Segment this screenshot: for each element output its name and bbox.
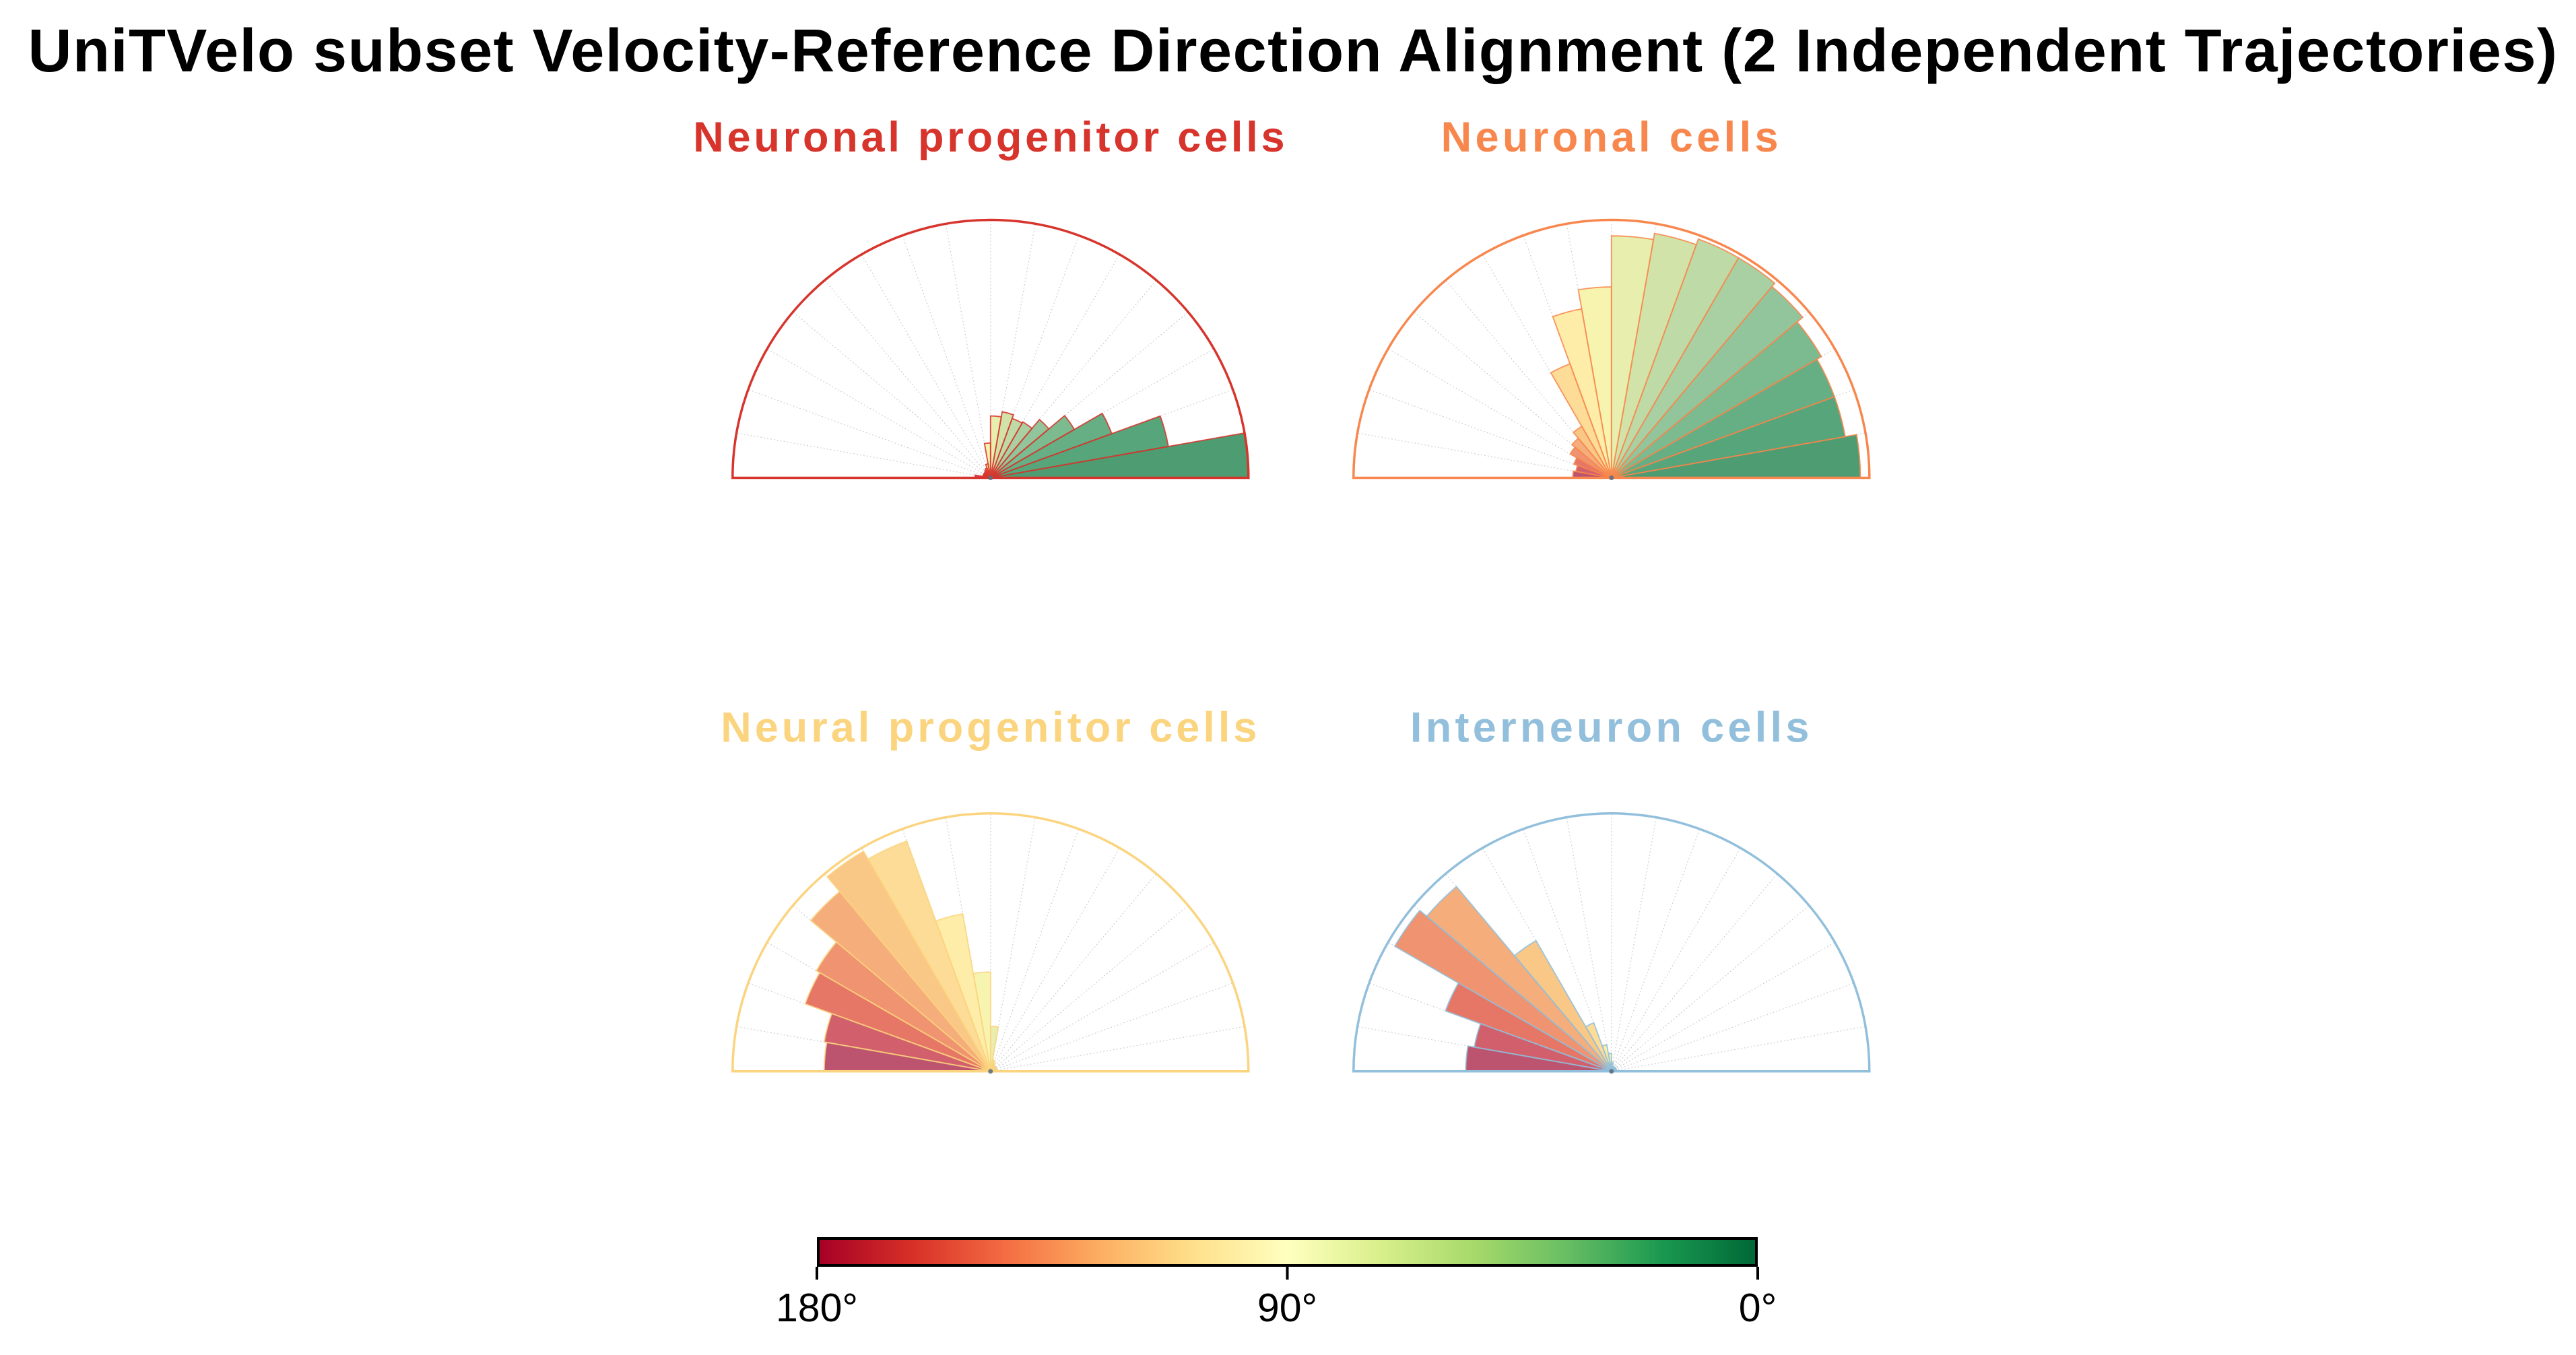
svg-text:Neuronal cells: Neuronal cells [1441, 114, 1782, 161]
svg-text:0°: 0° [1739, 1286, 1777, 1330]
svg-text:Interneuron cells: Interneuron cells [1410, 704, 1813, 752]
svg-text:Neuronal progenitor cells: Neuronal progenitor cells [693, 114, 1288, 161]
svg-text:Neural progenitor cells: Neural progenitor cells [721, 704, 1260, 752]
svg-text:180°: 180° [776, 1286, 858, 1330]
svg-text:UniTVelo subset Velocity-Refer: UniTVelo subset Velocity-Reference Direc… [28, 18, 2558, 85]
svg-text:90°: 90° [1257, 1286, 1317, 1330]
